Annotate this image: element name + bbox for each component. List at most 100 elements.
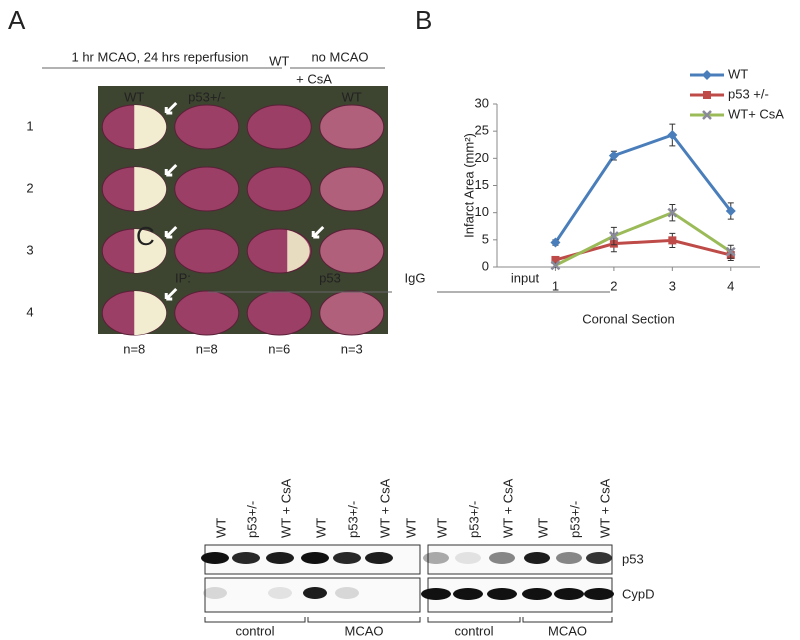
n-label: n=3 xyxy=(341,341,363,356)
series-line xyxy=(554,210,732,267)
y-tick-label: 5 xyxy=(482,231,489,246)
n-label: n=8 xyxy=(123,341,145,356)
row-label: 2 xyxy=(26,180,33,195)
row-label: 1 xyxy=(26,118,33,133)
brain-slice xyxy=(319,228,385,274)
x-tick-label: 2 xyxy=(610,278,617,293)
x-tick-label: 3 xyxy=(669,278,676,293)
n-label: n=6 xyxy=(268,341,290,356)
infarct xyxy=(134,105,167,149)
ip-label: IgG xyxy=(405,270,426,285)
x-tick-label: 4 xyxy=(727,278,734,293)
arrow xyxy=(164,101,178,115)
band xyxy=(524,552,550,564)
band xyxy=(268,587,292,599)
group-bracket xyxy=(307,617,421,623)
blot-label: p53 xyxy=(622,551,644,566)
legend-marker xyxy=(703,91,711,99)
brain-slice xyxy=(174,166,240,212)
lane-label: WT + CsA xyxy=(500,478,515,538)
brain-slice xyxy=(246,166,312,212)
legend-label: WT xyxy=(728,66,748,81)
blot-box xyxy=(427,544,613,575)
y-tick-label: 30 xyxy=(475,95,489,110)
lane-label: p53+/- xyxy=(466,501,481,538)
ip-label: input xyxy=(511,270,540,285)
point xyxy=(608,150,619,161)
band xyxy=(489,552,515,564)
western-blot: WT p53+/- WT + CsA WT p53+/- WT + CsA WT WT p53+… xyxy=(201,478,655,638)
column-label: p53+/- xyxy=(188,89,225,104)
band xyxy=(232,552,260,564)
lane-label: WT xyxy=(213,518,228,538)
y-tick-label: 20 xyxy=(475,150,489,165)
point xyxy=(609,231,619,241)
band xyxy=(421,588,451,600)
legend-marker xyxy=(702,70,712,80)
brain-slice xyxy=(246,290,312,336)
n-label: n=8 xyxy=(196,341,218,356)
group-label: 1 hr MCAO, 24 hrs reperfusion xyxy=(71,49,248,64)
y-tick-label: 10 xyxy=(475,204,489,219)
group-bracket xyxy=(522,617,613,623)
blot-label: CypD xyxy=(622,586,655,601)
y-axis-label: Infarct Area (mm²) xyxy=(461,133,476,238)
lane-label: WT + CsA xyxy=(597,478,612,538)
line-chart: 0 5 10 15 20 25 30 1 2 3 4 Coronal Section Infarct A… xyxy=(461,66,784,326)
blot-box xyxy=(204,577,421,613)
infarct xyxy=(134,229,167,273)
infarct xyxy=(134,167,167,211)
point xyxy=(550,260,561,271)
group-label: MCAO xyxy=(345,623,384,638)
column-sub-label: + CsA xyxy=(296,71,332,86)
series-line xyxy=(554,133,732,244)
band xyxy=(203,587,227,599)
band xyxy=(453,588,483,600)
group-label: control xyxy=(235,623,274,638)
y-tick-label: 15 xyxy=(475,177,489,192)
ip-label: IP: xyxy=(175,270,191,285)
y-tick-label: 0 xyxy=(482,258,489,273)
panel-letter: C xyxy=(136,221,155,251)
brain-slice xyxy=(174,104,240,150)
group-label: no MCAO xyxy=(311,49,368,64)
arrow xyxy=(164,163,178,177)
band xyxy=(301,552,329,564)
group-bracket xyxy=(427,617,521,623)
band xyxy=(522,588,552,600)
point xyxy=(668,236,677,245)
lane-label: p53+/- xyxy=(345,501,360,538)
band xyxy=(201,552,229,564)
infarct xyxy=(134,291,167,335)
legend-label: WT+ CsA xyxy=(728,106,784,121)
lane-label: p53+/- xyxy=(244,501,259,538)
band xyxy=(303,587,327,599)
band xyxy=(584,588,614,600)
band xyxy=(365,552,393,564)
panel-letter: B xyxy=(415,5,432,35)
brain-slice xyxy=(174,228,240,274)
band xyxy=(423,552,449,564)
point xyxy=(725,206,736,217)
band xyxy=(266,552,294,564)
lane-label: WT xyxy=(535,518,550,538)
row-label: 3 xyxy=(26,242,33,257)
infarct xyxy=(287,230,310,272)
legend-label: p53 +/- xyxy=(728,86,769,101)
lane-label: WT + CsA xyxy=(377,478,392,538)
band xyxy=(487,588,517,600)
y-tick-label: 25 xyxy=(475,123,489,138)
lane-label: WT xyxy=(434,518,449,538)
column-label: WT xyxy=(124,89,144,104)
point xyxy=(725,246,736,257)
lane-label: WT + CsA xyxy=(278,478,293,538)
lane-label: WT xyxy=(313,518,328,538)
lane-label: p53+/- xyxy=(567,501,582,538)
band xyxy=(335,587,359,599)
band xyxy=(333,552,361,564)
brain-photos: WT n=8 p53+/- n=8 WT n=6 WT n=3 1 2 3 4 xyxy=(26,53,388,356)
band xyxy=(554,588,584,600)
band xyxy=(556,552,582,564)
panel-letter: A xyxy=(8,5,26,35)
